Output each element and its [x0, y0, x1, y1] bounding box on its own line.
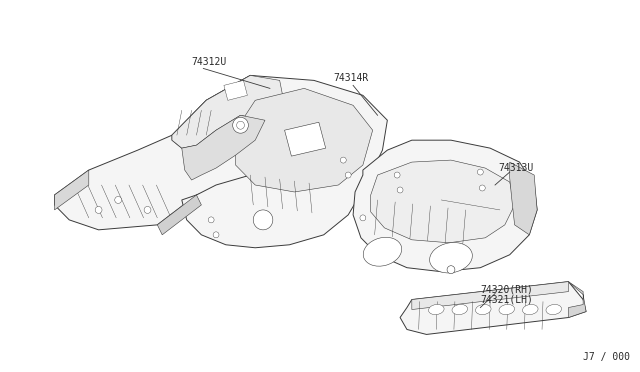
Circle shape	[477, 169, 483, 175]
Circle shape	[233, 117, 248, 133]
Ellipse shape	[429, 243, 472, 273]
Polygon shape	[353, 140, 537, 272]
Ellipse shape	[429, 304, 444, 315]
Circle shape	[144, 206, 151, 214]
Circle shape	[394, 172, 400, 178]
Ellipse shape	[499, 304, 515, 315]
Circle shape	[447, 266, 455, 274]
Polygon shape	[236, 89, 372, 192]
Ellipse shape	[522, 304, 538, 315]
Polygon shape	[54, 170, 89, 210]
Polygon shape	[568, 282, 586, 318]
Polygon shape	[285, 122, 326, 156]
Text: J7 / 000: J7 / 000	[583, 352, 630, 362]
Text: 74321(LH): 74321(LH)	[481, 295, 533, 305]
Polygon shape	[54, 76, 285, 230]
Circle shape	[237, 121, 244, 129]
Polygon shape	[172, 76, 285, 148]
Circle shape	[213, 232, 219, 238]
Polygon shape	[157, 195, 202, 235]
Polygon shape	[509, 162, 537, 235]
Circle shape	[95, 206, 102, 214]
Text: 74320(RH): 74320(RH)	[481, 285, 533, 295]
Circle shape	[253, 210, 273, 230]
Text: 74313U: 74313U	[498, 163, 533, 173]
Circle shape	[397, 187, 403, 193]
Polygon shape	[412, 282, 568, 310]
Circle shape	[479, 185, 485, 191]
Ellipse shape	[476, 304, 491, 315]
Circle shape	[340, 157, 346, 163]
Polygon shape	[224, 80, 248, 100]
Ellipse shape	[364, 237, 402, 266]
Text: 74314R: 74314R	[333, 73, 369, 83]
Text: 74312U: 74312U	[191, 57, 227, 67]
Circle shape	[208, 217, 214, 223]
Ellipse shape	[546, 304, 561, 315]
Circle shape	[360, 215, 366, 221]
Circle shape	[115, 196, 122, 203]
Polygon shape	[371, 160, 515, 243]
Circle shape	[345, 172, 351, 178]
Polygon shape	[182, 115, 265, 180]
Polygon shape	[400, 282, 586, 334]
Ellipse shape	[452, 304, 468, 315]
Polygon shape	[172, 76, 387, 248]
